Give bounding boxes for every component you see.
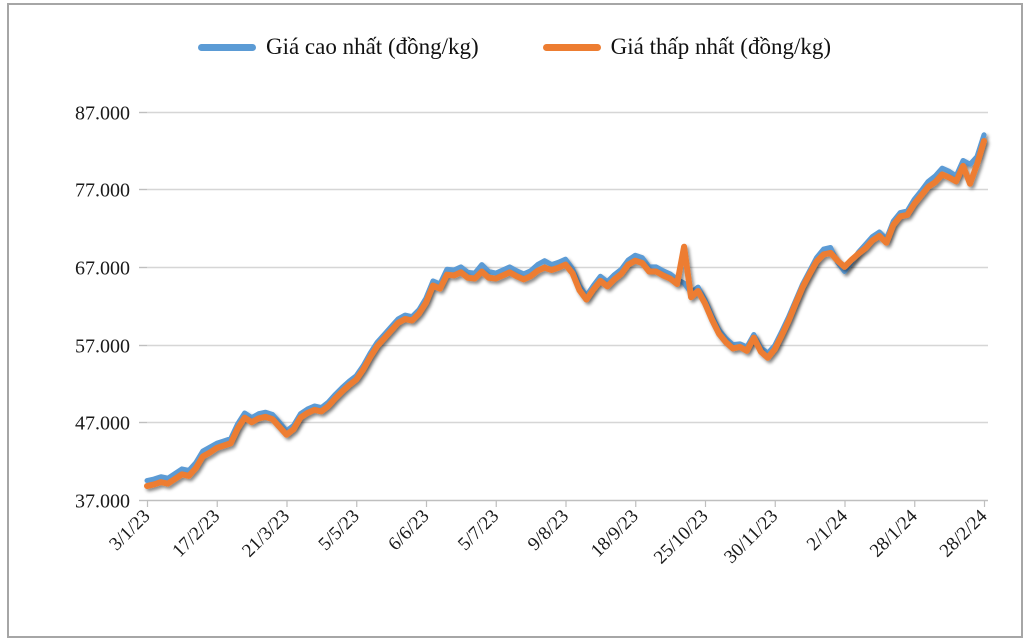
- series-line-gia-thap-nhat: [144, 138, 987, 490]
- legend-label-gia-cao-nhat: Giá cao nhất (đồng/kg): [265, 34, 479, 59]
- legend-item-gia-cao-nhat: Giá cao nhất (đồng/kg): [197, 34, 479, 60]
- axis-labels: 87.000 77.000 67.000 57.000 47.000 37.0003/1/…: [75, 103, 992, 569]
- y-tick-label: 37.000: [75, 491, 130, 513]
- x-tick-label: 28/2/24: [936, 505, 992, 561]
- x-tick-label: 3/1/23: [105, 506, 154, 555]
- x-tick-label: 21/3/23: [238, 506, 294, 562]
- chart-legend: Giá cao nhất (đồng/kg) Giá thấp nhất (đồ…: [0, 34, 1029, 60]
- x-tick-label: 30/11/23: [720, 506, 782, 568]
- data-series: [144, 132, 987, 490]
- x-tick-label: 2/1/24: [803, 505, 853, 555]
- x-tick-label: 6/6/23: [384, 506, 433, 555]
- legend-item-gia-thap-nhat: Giá thấp nhất (đồng/kg): [542, 34, 832, 60]
- x-tick-label: 17/2/23: [168, 506, 224, 562]
- y-tick-label: 77.000: [75, 180, 130, 202]
- series-line-gia-cao-nhat: [144, 132, 987, 484]
- y-tick-label: 57.000: [75, 336, 130, 358]
- x-tick-label: 5/5/23: [315, 506, 364, 555]
- y-tick-label: 47.000: [75, 413, 130, 435]
- legend-label-gia-thap-nhat: Giá thấp nhất (đồng/kg): [610, 34, 832, 59]
- axes: [139, 111, 988, 507]
- x-tick-label: 25/10/23: [650, 506, 713, 569]
- x-tick-label: 28/1/24: [866, 505, 922, 561]
- legend-line-swatch-orange: [542, 43, 601, 51]
- y-tick-label: 67.000: [75, 258, 130, 280]
- x-tick-label: 18/9/23: [587, 506, 643, 562]
- x-tick-label: 9/8/23: [524, 506, 573, 555]
- legend-line-swatch-blue: [197, 43, 256, 51]
- chart-outer-border: [7, 3, 1023, 638]
- y-tick-label: 87.000: [75, 103, 130, 125]
- x-tick-label: 5/7/23: [454, 506, 503, 555]
